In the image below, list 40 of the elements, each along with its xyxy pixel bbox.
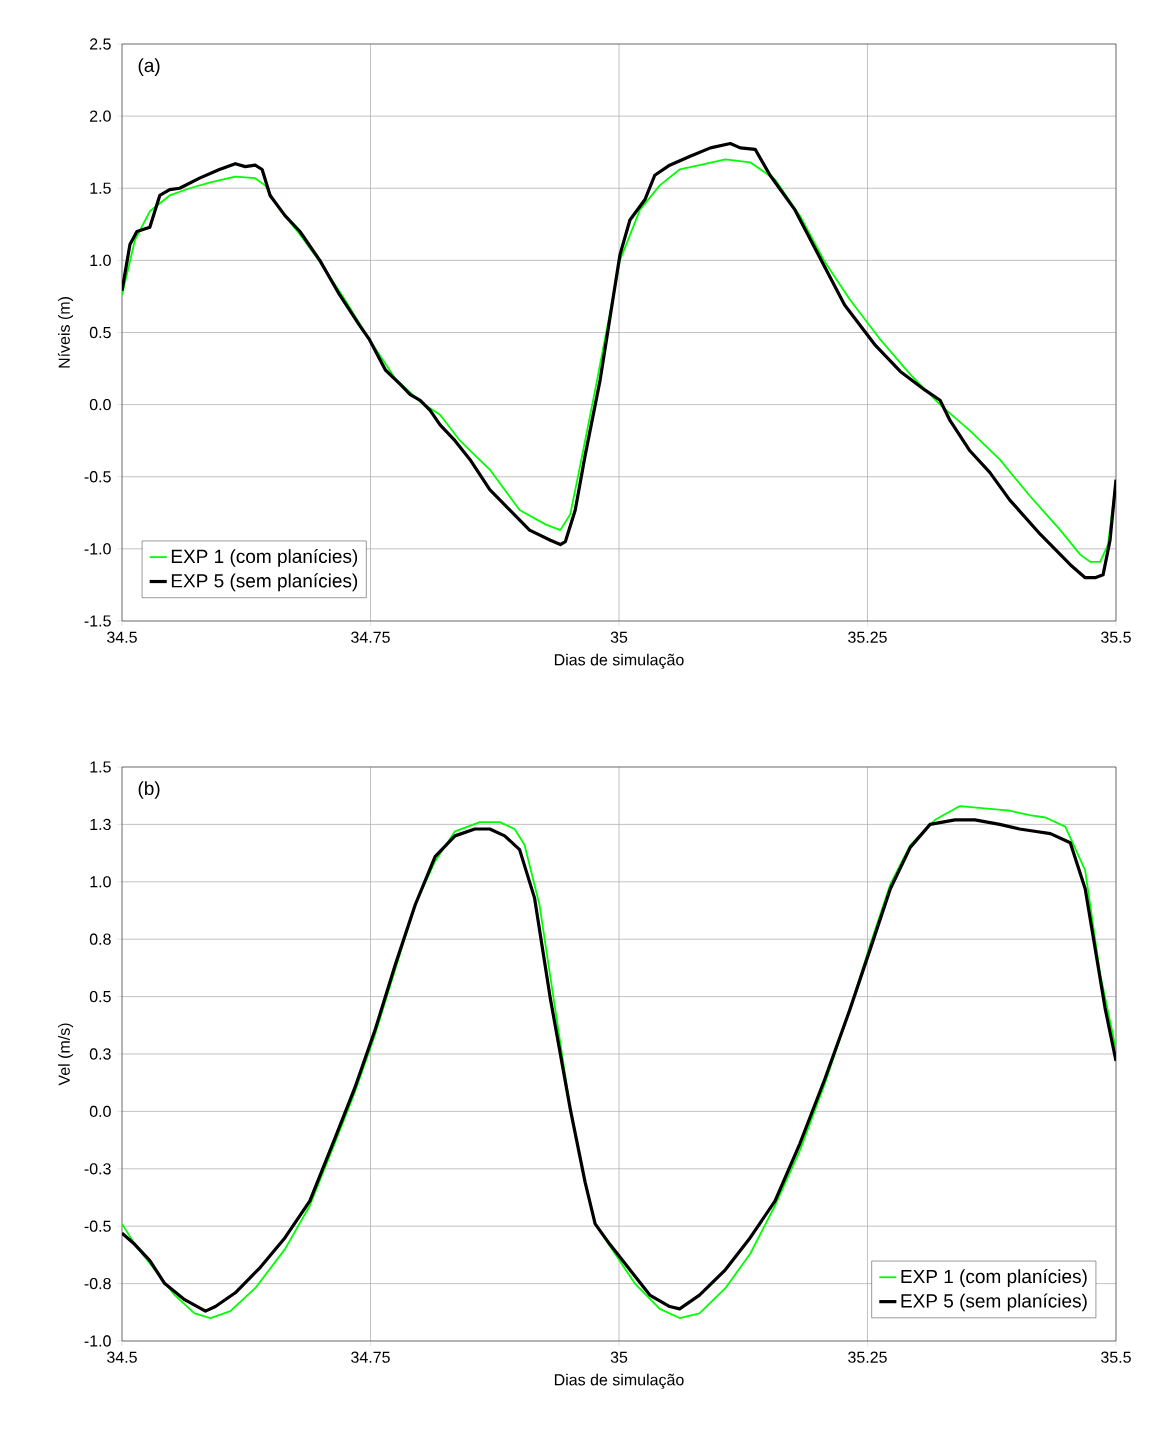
x-tick-label: 35.5 bbox=[1101, 631, 1131, 643]
y-tick-label: 1.5 bbox=[90, 761, 111, 773]
y-tick-label: -1.5 bbox=[84, 615, 111, 627]
y-tick-label: -0.8 bbox=[84, 1277, 111, 1290]
y-tick-label: -0.5 bbox=[84, 471, 111, 483]
x-tick-label: 35 bbox=[610, 1351, 628, 1363]
x-tick-label: 35.5 bbox=[1101, 1351, 1131, 1363]
y-tick-label: -0.3 bbox=[84, 1163, 111, 1175]
x-tick-label: 34.75 bbox=[351, 1351, 390, 1363]
x-tick-label: 35.25 bbox=[848, 1351, 887, 1363]
annotation: (a) bbox=[138, 58, 160, 76]
x-tick-label: 34.5 bbox=[107, 1351, 137, 1363]
y-tick-label: 0.8 bbox=[89, 933, 111, 945]
y-tick-label: -1.0 bbox=[84, 543, 111, 555]
x-tick-label: 35 bbox=[610, 631, 628, 643]
y-axis-title: Níveis (m) bbox=[57, 297, 74, 368]
x-tick-label: 34.5 bbox=[107, 631, 137, 643]
y-tick-label: 0.3 bbox=[89, 1048, 111, 1060]
y-tick-label: 2.5 bbox=[90, 38, 111, 50]
y-tick-label: 0.5 bbox=[89, 326, 111, 339]
x-tick-label: 35.25 bbox=[848, 631, 887, 643]
y-tick-label: 2.0 bbox=[90, 110, 111, 122]
legend-label: EXP 5 (sem planícies) bbox=[901, 1293, 1087, 1312]
y-tick-label: 0.0 bbox=[89, 398, 111, 411]
x-tick-label: 34.75 bbox=[351, 631, 390, 643]
x-axis-title: Dias de simulação bbox=[554, 1373, 684, 1389]
y-tick-label: 1.3 bbox=[90, 818, 111, 831]
y-tick-label: -0.5 bbox=[84, 1220, 111, 1232]
y-tick-label: 0.5 bbox=[89, 990, 111, 1003]
legend-label: EXP 1 (com planícies) bbox=[901, 1269, 1087, 1287]
y-tick-label: 1.0 bbox=[90, 876, 111, 888]
y-tick-label: 1.0 bbox=[90, 254, 111, 267]
y-tick-label: 0.0 bbox=[89, 1105, 111, 1118]
y-axis-title: Vel (m/s) bbox=[58, 1023, 74, 1086]
y-tick-label: -1.0 bbox=[84, 1335, 111, 1347]
x-axis-title: Dias de simulação bbox=[554, 653, 684, 669]
legend-label: EXP 1 (com planícies) bbox=[171, 548, 358, 567]
legend-label: EXP 5 (sem planícies) bbox=[171, 573, 358, 592]
y-tick-label: 1.5 bbox=[90, 182, 111, 194]
annotation: (b) bbox=[138, 781, 160, 799]
